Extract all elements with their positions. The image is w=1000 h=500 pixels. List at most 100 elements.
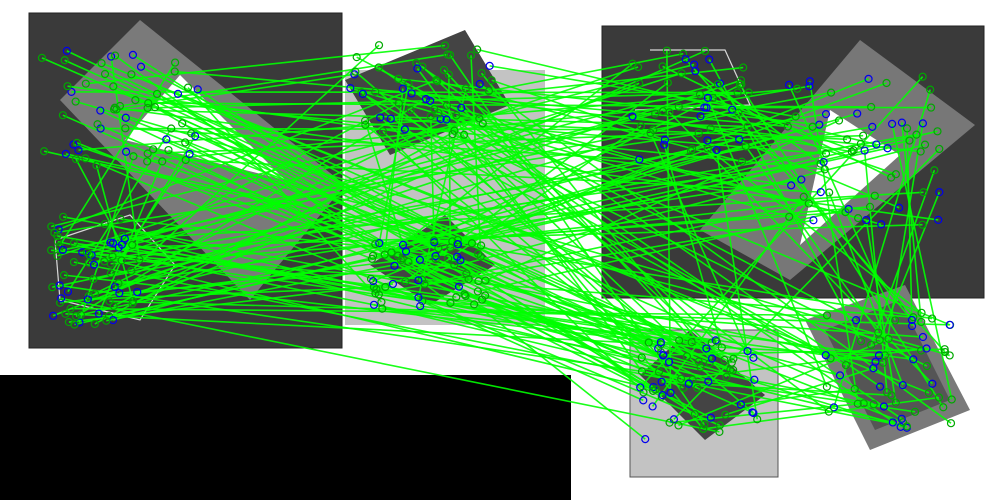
keypoint-marker <box>67 87 76 97</box>
keypoint-marker <box>474 249 483 258</box>
keypoint-marker <box>917 317 926 327</box>
keypoint-marker <box>48 311 58 320</box>
keypoint-marker <box>106 238 115 247</box>
keypoint-marker <box>69 258 79 267</box>
match-line <box>704 106 897 175</box>
keypoint-marker <box>481 276 490 285</box>
keypoint-marker <box>61 309 70 318</box>
keypoint-marker <box>694 357 703 366</box>
keypoint-marker <box>658 351 668 360</box>
keypoint-marker <box>135 255 144 264</box>
keypoint-marker <box>434 243 443 253</box>
keypoint-marker <box>930 166 939 175</box>
keypoint-marker <box>351 67 360 76</box>
keypoint-marker <box>634 62 643 72</box>
keypoint-marker <box>143 157 152 166</box>
keypoint-marker <box>928 314 937 323</box>
keypoint-marker <box>706 413 715 422</box>
keypoint-marker <box>414 293 423 302</box>
keypoint-marker <box>92 161 101 170</box>
keypoint-marker <box>181 155 190 165</box>
keypoint-marker <box>71 312 81 321</box>
keypoint-marker <box>859 131 868 140</box>
keypoint-marker <box>453 252 462 261</box>
match-line <box>725 367 874 416</box>
keypoint-marker <box>785 212 794 221</box>
keypoint-marker <box>849 146 858 155</box>
match-line <box>405 83 742 253</box>
keypoint-marker <box>371 289 380 298</box>
keypoint-marker <box>446 298 455 307</box>
keypoint-marker <box>918 220 927 229</box>
keypoint-marker <box>431 251 440 261</box>
keypoint-marker <box>922 361 931 371</box>
keypoint-marker <box>859 399 868 408</box>
keypoint-marker <box>460 290 469 299</box>
match-line <box>470 55 482 257</box>
keypoint-marker <box>421 94 431 104</box>
keypoint-marker <box>178 119 187 128</box>
keypoint-marker <box>473 45 482 54</box>
keypoint-marker <box>464 274 473 284</box>
keypoint-marker <box>677 69 686 78</box>
keypoint-marker <box>865 202 875 211</box>
keypoint-marker <box>47 246 56 255</box>
keypoint-marker <box>59 212 68 221</box>
keypoint-marker <box>71 154 81 164</box>
keypoint-marker <box>53 251 62 260</box>
match-line <box>65 312 880 357</box>
keypoint-marker <box>690 410 699 419</box>
keypoint-marker <box>783 122 792 131</box>
keypoint-marker <box>753 415 762 424</box>
keypoint-marker <box>457 103 466 112</box>
keypoint-marker <box>635 79 644 88</box>
keypoint-marker <box>917 346 926 355</box>
match-line <box>147 91 749 109</box>
keypoint-marker <box>37 53 47 62</box>
keypoint-marker <box>851 316 861 325</box>
keypoint-marker <box>58 111 67 120</box>
keypoint-marker <box>933 127 942 136</box>
keypoint-marker <box>366 274 376 284</box>
match-line <box>73 242 457 298</box>
keypoint-marker <box>897 118 907 127</box>
keypoint-marker <box>679 383 688 393</box>
keypoint-marker <box>684 379 693 388</box>
keypoint-marker <box>821 110 831 119</box>
keypoint-marker <box>374 63 383 72</box>
keypoint-marker <box>918 72 927 81</box>
keypoint-marker <box>158 157 167 166</box>
keypoint-marker <box>128 299 137 308</box>
keypoint-marker <box>880 351 890 360</box>
keypoint-marker <box>891 316 900 325</box>
keypoint-marker <box>173 89 183 98</box>
keypoint-marker <box>386 114 395 123</box>
keypoint-marker <box>450 126 459 135</box>
keypoint-marker <box>658 62 667 71</box>
match-line <box>131 73 875 405</box>
keypoint-marker <box>712 337 721 346</box>
keypoint-marker <box>706 124 715 133</box>
keypoint-marker <box>426 96 435 105</box>
keypoint-marker <box>677 374 686 383</box>
keypoint-marker <box>81 154 90 163</box>
match-line <box>73 261 908 428</box>
keypoint-marker <box>460 130 469 139</box>
keypoint-marker <box>736 76 746 85</box>
keypoint-marker <box>127 70 136 79</box>
keypoint-marker <box>868 122 877 131</box>
keypoint-marker <box>361 116 370 125</box>
keypoint-marker <box>117 256 126 265</box>
keypoint-marker <box>735 80 744 89</box>
keypoint-marker <box>940 347 950 357</box>
keypoint-marker <box>398 84 407 93</box>
keypoint-marker <box>879 402 889 411</box>
keypoint-marker <box>121 124 130 133</box>
keypoint-marker <box>394 99 403 108</box>
keypoint-marker <box>371 87 380 96</box>
keypoint-marker <box>700 46 710 56</box>
keypoint-marker <box>641 435 650 444</box>
match-line <box>190 132 461 262</box>
keypoint-marker <box>869 400 878 409</box>
match-line <box>382 130 645 393</box>
